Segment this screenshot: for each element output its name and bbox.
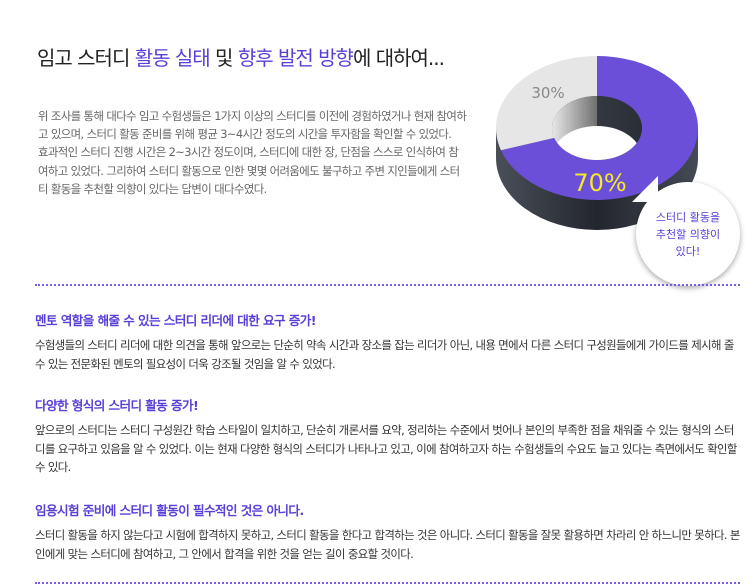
intro-text: 위 조사를 통해 대다수 임고 수험생들은 1가지 이상의 스터디를 이전에 경… xyxy=(38,107,468,198)
slice-label-70: 70% xyxy=(573,169,626,197)
title-highlight: 향후 발전 방향 xyxy=(237,46,354,70)
section-not-required: 임용시험 준비에 스터디 활동이 필수적인 것은 아니다. 스터디 활동을 하지… xyxy=(35,500,740,563)
title-highlight: 활동 실태 xyxy=(134,46,211,70)
section-body: 스터디 활동을 하지 않는다고 시험에 합격하지 못하고, 스터디 활동을 한다… xyxy=(35,528,740,561)
bubble-text: 스터디 활동을 추천할 의향이 있다! xyxy=(656,209,720,260)
slice-label-30: 30% xyxy=(531,84,564,102)
bubble-line: 추천할 의향이 xyxy=(655,227,721,241)
donut-slice-70 xyxy=(500,56,698,200)
speech-bubble: 스터디 활동을 추천할 의향이 있다! xyxy=(636,182,740,286)
section-heading: 멘토 역할을 해줄 수 있는 스터디 리더에 대한 요구 증가! xyxy=(35,313,317,328)
title-text: 및 xyxy=(209,46,238,70)
section-body: 앞으로의 스터디는 스터디 구성원간 학습 스타일이 일치하고, 단순히 개론서… xyxy=(35,423,737,474)
dotted-divider xyxy=(35,284,740,286)
section-heading: 다양한 형식의 스터디 활동 증가! xyxy=(35,398,199,413)
donut-hole xyxy=(552,126,642,160)
bubble-line: 있다! xyxy=(675,244,701,258)
page-title: 임고 스터디 활동 실태 및 향후 발전 방향에 대하여... xyxy=(37,42,445,71)
bubble-line: 스터디 활동을 xyxy=(655,210,721,224)
title-text: 임고 스터디 xyxy=(37,46,135,70)
section-mentor: 멘토 역할을 해줄 수 있는 스터디 리더에 대한 요구 증가! 수험생들의 스… xyxy=(35,310,740,373)
title-text: 에 대하여... xyxy=(352,46,445,70)
donut-slice-30 xyxy=(496,55,597,151)
section-heading: 임용시험 준비에 스터디 활동이 필수적인 것은 아니다. xyxy=(35,503,304,518)
dotted-divider xyxy=(35,582,740,584)
donut-chart: 70% 30% xyxy=(496,55,698,230)
intro-paragraph: 위 조사를 통해 대다수 임고 수험생들은 1가지 이상의 스터디를 이전에 경… xyxy=(38,109,467,142)
section-formats: 다양한 형식의 스터디 활동 증가! 앞으로의 스터디는 스터디 구성원간 학습… xyxy=(35,395,740,477)
intro-paragraph: 효과적인 스터디 진행 시간은 2~3시간 정도이며, 스터디에 대한 장, 단… xyxy=(38,145,460,196)
section-body: 수험생들의 스터디 리더에 대한 의견을 통해 앞으로는 단순히 약속 시간과 … xyxy=(35,338,734,371)
